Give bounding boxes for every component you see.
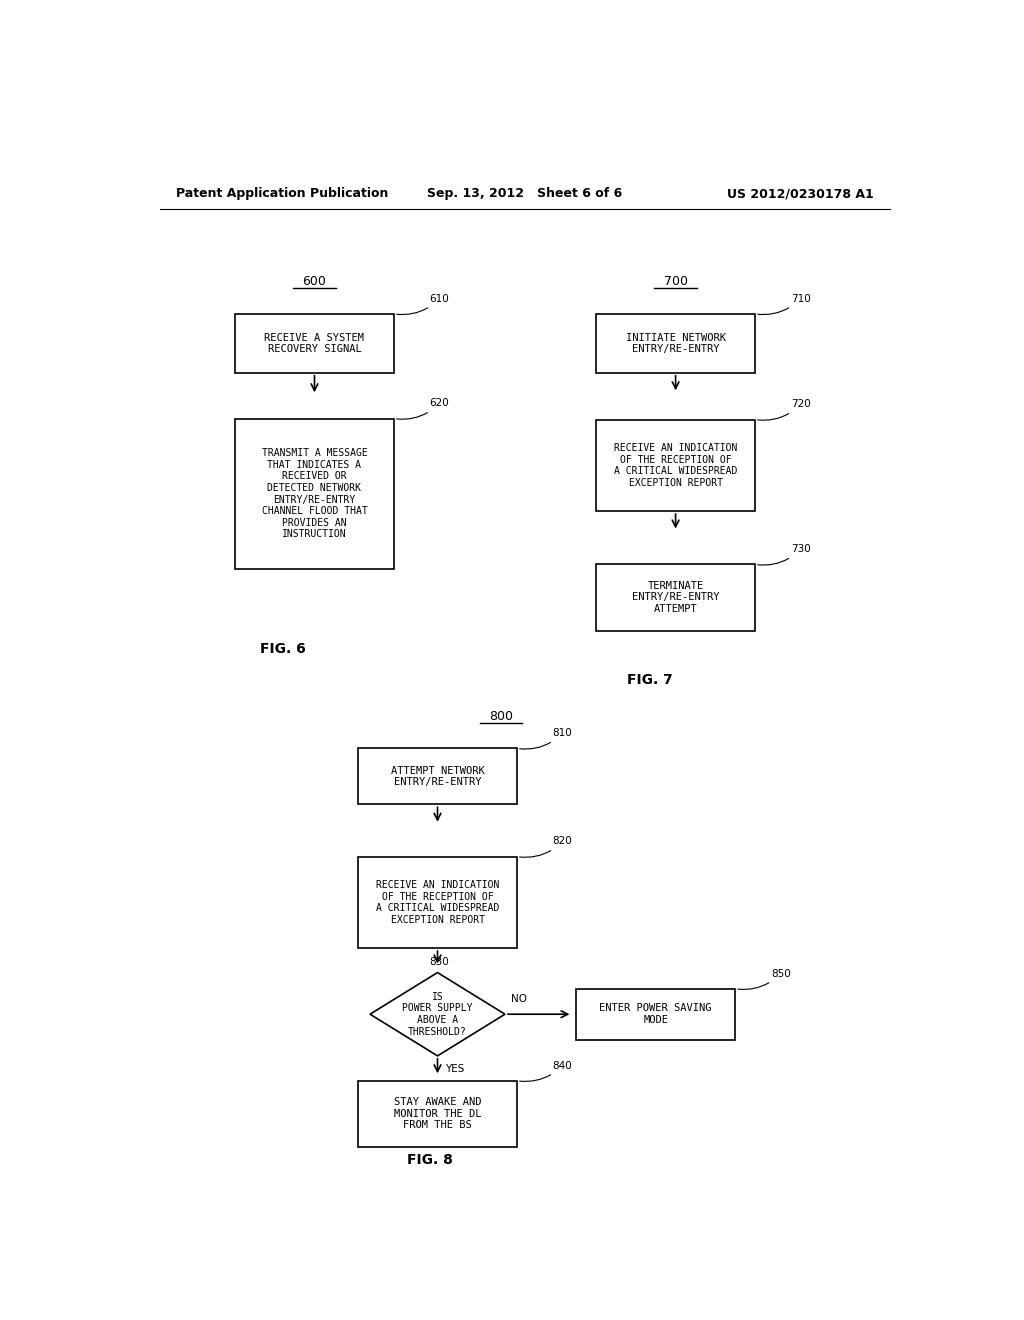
Text: 700: 700 (664, 276, 687, 289)
Text: TERMINATE
ENTRY/RE-ENTRY
ATTEMPT: TERMINATE ENTRY/RE-ENTRY ATTEMPT (632, 581, 719, 614)
Text: 620: 620 (396, 399, 450, 420)
Text: STAY AWAKE AND
MONITOR THE DL
FROM THE BS: STAY AWAKE AND MONITOR THE DL FROM THE B… (394, 1097, 481, 1130)
Text: 850: 850 (738, 969, 791, 990)
FancyBboxPatch shape (596, 565, 755, 631)
Text: 840: 840 (519, 1060, 572, 1081)
Text: FIG. 6: FIG. 6 (260, 643, 305, 656)
Text: 830: 830 (430, 957, 450, 968)
Text: IS
POWER SUPPLY
ABOVE A
THRESHOLD?: IS POWER SUPPLY ABOVE A THRESHOLD? (402, 991, 473, 1036)
FancyBboxPatch shape (596, 314, 755, 372)
FancyBboxPatch shape (236, 314, 394, 372)
Text: YES: YES (445, 1064, 465, 1074)
FancyBboxPatch shape (236, 418, 394, 569)
Text: ATTEMPT NETWORK
ENTRY/RE-ENTRY: ATTEMPT NETWORK ENTRY/RE-ENTRY (390, 766, 484, 787)
Text: FIG. 7: FIG. 7 (628, 673, 673, 686)
FancyBboxPatch shape (358, 1081, 517, 1147)
Text: RECEIVE AN INDICATION
OF THE RECEPTION OF
A CRITICAL WIDESPREAD
EXCEPTION REPORT: RECEIVE AN INDICATION OF THE RECEPTION O… (614, 444, 737, 488)
Text: NO: NO (511, 994, 527, 1005)
Text: 710: 710 (758, 293, 810, 314)
FancyBboxPatch shape (596, 420, 755, 511)
Text: INITIATE NETWORK
ENTRY/RE-ENTRY: INITIATE NETWORK ENTRY/RE-ENTRY (626, 333, 726, 354)
Text: 610: 610 (396, 293, 450, 314)
Text: TRANSMIT A MESSAGE
THAT INDICATES A
RECEIVED OR
DETECTED NETWORK
ENTRY/RE-ENTRY
: TRANSMIT A MESSAGE THAT INDICATES A RECE… (261, 449, 368, 540)
Text: RECEIVE AN INDICATION
OF THE RECEPTION OF
A CRITICAL WIDESPREAD
EXCEPTION REPORT: RECEIVE AN INDICATION OF THE RECEPTION O… (376, 880, 499, 925)
Text: Sep. 13, 2012   Sheet 6 of 6: Sep. 13, 2012 Sheet 6 of 6 (427, 187, 623, 201)
Text: FIG. 8: FIG. 8 (407, 1152, 453, 1167)
Text: 730: 730 (758, 544, 810, 565)
Text: 810: 810 (519, 729, 572, 748)
Text: US 2012/0230178 A1: US 2012/0230178 A1 (727, 187, 873, 201)
Text: 600: 600 (302, 276, 327, 289)
Text: 820: 820 (519, 837, 572, 857)
Text: Patent Application Publication: Patent Application Publication (176, 187, 388, 201)
Text: 800: 800 (489, 710, 513, 722)
FancyBboxPatch shape (358, 748, 517, 804)
FancyBboxPatch shape (358, 857, 517, 948)
FancyBboxPatch shape (577, 989, 735, 1040)
Text: 720: 720 (758, 400, 810, 420)
Polygon shape (370, 973, 505, 1056)
Text: RECEIVE A SYSTEM
RECOVERY SIGNAL: RECEIVE A SYSTEM RECOVERY SIGNAL (264, 333, 365, 354)
Text: ENTER POWER SAVING
MODE: ENTER POWER SAVING MODE (599, 1003, 712, 1026)
